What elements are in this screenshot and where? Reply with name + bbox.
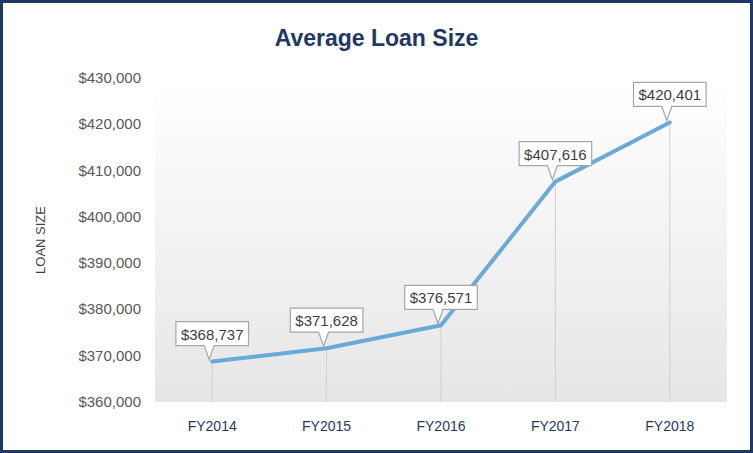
tick-mark [151,263,155,264]
drop-line [212,362,213,402]
y-tick-label: $390,000 [78,254,141,271]
y-tick-label: $410,000 [78,162,141,179]
y-tick-label: $430,000 [78,69,141,86]
data-label: $407,616 [524,146,587,163]
plot-background [155,78,727,402]
tick-mark [151,309,155,310]
tick-mark [151,78,155,79]
y-tick-label: $360,000 [78,393,141,410]
y-tick-label: $370,000 [78,347,141,364]
data-label: $376,571 [410,289,473,306]
callout-box [519,142,592,180]
callout-box [405,285,478,323]
chart: Average Loan Size LOAN SIZE $360,000 $370,0… [0,0,753,453]
callout-box [290,308,363,346]
tick-mark [151,124,155,125]
x-tick-label: FY2015 [302,418,351,434]
y-axis-label: LOAN SIZE [33,206,48,274]
y-tick-label: $420,000 [78,115,141,132]
y-tick-label: $380,000 [78,300,141,317]
data-label-group: $420,401 [634,82,707,120]
data-label: $420,401 [639,86,702,103]
tick-mark [151,170,155,171]
tick-mark [151,355,155,356]
y-tick-label: $400,000 [78,208,141,225]
x-tick-label: FY2016 [416,418,465,434]
data-label-group: $407,616 [519,142,592,180]
tick-mark [151,216,155,217]
drop-line [441,325,442,402]
data-label: $371,628 [295,312,358,329]
tick-mark [151,402,155,403]
line [212,122,670,361]
title: Average Loan Size [275,25,479,51]
drop-line [555,182,556,402]
callout-box [634,82,707,120]
data-label-group: $371,628 [290,308,363,346]
x-tick-label: FY2014 [188,418,237,434]
callout-box [176,322,249,360]
data-label-group: $368,737 [176,322,249,360]
chart-frame [2,2,752,452]
series-group [212,122,670,361]
data-label: $368,737 [181,326,244,343]
x-tick-label: FY2017 [531,418,580,434]
x-tick-label: FY2018 [645,418,694,434]
drop-line [669,122,670,402]
drop-line [326,348,327,402]
data-label-group: $376,571 [405,285,478,323]
